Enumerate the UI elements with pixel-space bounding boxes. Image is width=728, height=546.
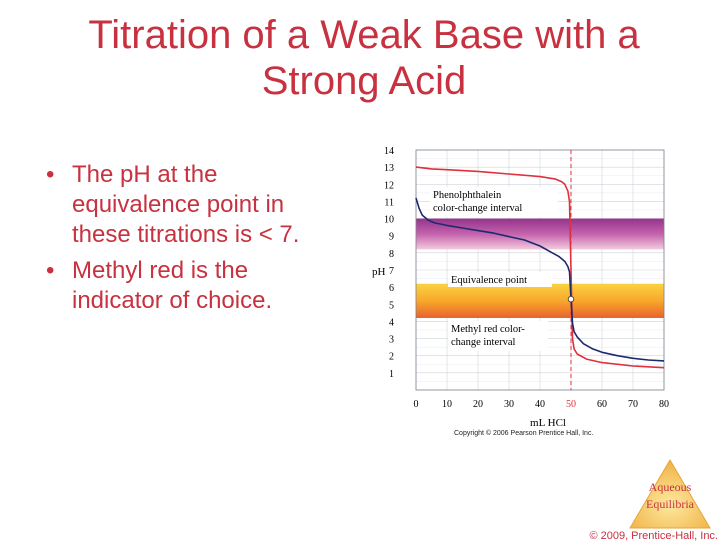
x-tick-label: 0	[414, 399, 419, 410]
bullet-dot: •	[46, 161, 55, 188]
bullet-text: The pH at the equivalence point in these…	[72, 161, 300, 248]
equivalence-point-label-bg	[448, 272, 552, 287]
y-tick-label: 3	[389, 335, 394, 346]
phenolphthalein-label: Phenolphthalein color-change interval	[433, 190, 522, 214]
y-tick-label: 7	[389, 266, 394, 277]
y-tick-label: 10	[384, 215, 394, 226]
plot-frame	[415, 149, 665, 391]
y-tick-label: 4	[389, 317, 394, 328]
methyl-red-label-bg	[448, 321, 548, 351]
footer-copyright: © 2009, Prentice-Hall, Inc.	[589, 530, 718, 542]
y-tick-label: 5	[389, 300, 394, 311]
phenolphthalein-band	[416, 218, 664, 250]
methyl-red-band	[416, 283, 664, 318]
y-tick-label: 12	[384, 180, 394, 191]
x-tick-label: 40	[535, 399, 545, 410]
phenolphthalein-label-bg	[430, 187, 558, 217]
x-tick-label: 20	[473, 399, 483, 410]
y-tick-label: 13	[384, 163, 394, 174]
y-tick-label: 11	[384, 197, 394, 208]
bullet-list: • The pH at the equivalence point in the…	[40, 160, 340, 322]
badge-label: Aqueous Equilibria	[628, 479, 712, 513]
bullet-item: • The pH at the equivalence point in the…	[40, 160, 340, 250]
x-tick-label: 10	[442, 399, 452, 410]
bullet-item: • Methyl red is the indicator of choice.	[40, 256, 340, 316]
y-axis-label: pH	[372, 266, 386, 278]
y-tick-label: 8	[389, 249, 394, 260]
y-tick-label: 1	[389, 369, 394, 380]
equivalence-point-label: Equivalence point	[451, 275, 527, 286]
x-axis-label: mL HCl	[530, 417, 566, 429]
chart-copyright: Copyright © 2006 Pearson Prentice Hall, …	[454, 430, 594, 437]
title-line-1: Titration of a Weak Base with a	[88, 13, 640, 57]
x-tick-label: 80	[659, 399, 669, 410]
y-tick-label: 14	[384, 146, 394, 157]
title-line-2: Strong Acid	[261, 59, 467, 103]
badge-line-1: Aqueous	[648, 480, 692, 494]
weak-base-curve	[415, 197, 665, 362]
y-tick-label: 6	[389, 283, 394, 294]
topic-badge	[629, 459, 711, 529]
slide-title: Titration of a Weak Base with a Strong A…	[30, 12, 698, 104]
y-tick-label: 2	[389, 352, 394, 363]
badge-triangle-icon	[629, 459, 711, 529]
bullet-dot: •	[46, 257, 55, 284]
x-tick-label: 50	[566, 399, 576, 410]
equivalence-point-marker	[567, 295, 575, 303]
y-tick-label: 9	[389, 232, 394, 243]
x-tick-label: 30	[504, 399, 514, 410]
x-tick-label: 60	[597, 399, 607, 410]
strong-base-curve	[415, 166, 665, 369]
methyl-red-label: Methyl red color-change interval	[451, 324, 525, 348]
bullet-text: Methyl red is the indicator of choice.	[72, 257, 273, 314]
x-tick-label: 70	[628, 399, 638, 410]
badge-line-2: Equilibria	[646, 497, 694, 511]
